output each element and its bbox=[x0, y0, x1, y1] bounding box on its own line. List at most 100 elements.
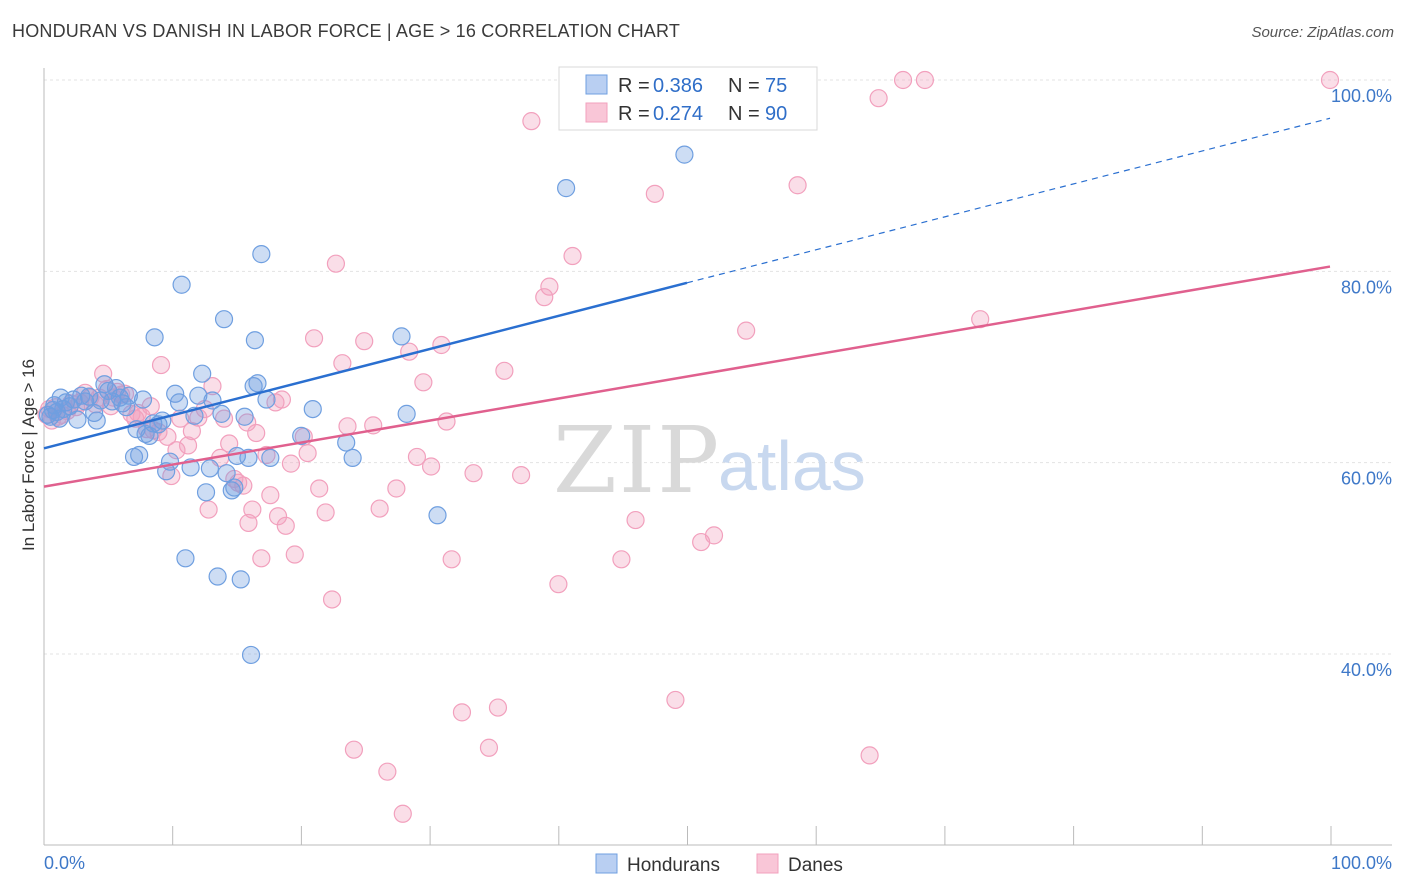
y-tick-label: 100.0% bbox=[1331, 86, 1392, 106]
hondurans-point bbox=[675, 145, 694, 164]
danes-point bbox=[645, 184, 664, 203]
hondurans-point bbox=[87, 411, 106, 430]
danes-point bbox=[268, 507, 288, 526]
hondurans-point bbox=[176, 549, 195, 568]
danes-point bbox=[540, 277, 559, 296]
hondurans-point bbox=[79, 387, 99, 406]
danes-point bbox=[214, 409, 234, 428]
danes-point bbox=[421, 457, 441, 476]
danes-point bbox=[298, 444, 317, 463]
danes-point bbox=[344, 740, 364, 759]
legend-swatch-danes bbox=[756, 853, 779, 874]
hondurans-point bbox=[212, 404, 231, 423]
hondurans-point bbox=[392, 327, 411, 346]
danes-point bbox=[151, 355, 171, 375]
hondurans-point bbox=[343, 448, 362, 467]
danes-point bbox=[414, 373, 433, 392]
hondurans-point bbox=[117, 398, 136, 417]
y-axis-title: In Labor Force | Age > 16 bbox=[19, 359, 38, 551]
danes-point bbox=[247, 423, 266, 443]
hondurans-point bbox=[557, 179, 576, 198]
danes-point bbox=[860, 746, 879, 765]
danes-point bbox=[893, 70, 913, 90]
hondurans-point bbox=[119, 386, 138, 405]
danes-point bbox=[488, 698, 508, 717]
chart-source: Source: ZipAtlas.com bbox=[1251, 24, 1394, 41]
hondurans-r-value: 0.386 bbox=[653, 75, 703, 97]
hondurans-point bbox=[166, 384, 185, 403]
chart-title: HONDURAN VS DANISH IN LABOR FORCE | AGE … bbox=[12, 21, 681, 41]
danes-n-label: N = bbox=[728, 103, 760, 125]
danes-point bbox=[869, 89, 888, 108]
hondurans-point bbox=[133, 390, 153, 409]
danes-point bbox=[234, 476, 253, 495]
danes-point bbox=[549, 575, 568, 594]
hondurans-point bbox=[239, 448, 258, 467]
hondurans-point bbox=[231, 570, 250, 589]
hondurans-point bbox=[208, 567, 227, 586]
hondurans-n-label: N = bbox=[728, 75, 760, 97]
hondurans-point bbox=[196, 483, 216, 502]
trend-lines bbox=[43, 117, 1331, 488]
danes-point bbox=[535, 288, 554, 307]
hondurans-point bbox=[225, 478, 244, 497]
series-legend: Hondurans Danes bbox=[595, 853, 843, 876]
danes-point bbox=[167, 441, 186, 460]
danes-r-value: 0.274 bbox=[653, 103, 703, 125]
hondurans-point bbox=[428, 506, 447, 525]
danes-point bbox=[316, 503, 335, 522]
hondurans-point bbox=[235, 407, 254, 426]
danes-point bbox=[378, 762, 397, 781]
y-tick-label: 80.0% bbox=[1341, 277, 1392, 297]
danes-point bbox=[442, 550, 461, 569]
watermark: ZIP atlas bbox=[553, 407, 866, 514]
danes-point bbox=[522, 112, 541, 131]
danes-legend-swatch bbox=[585, 102, 608, 123]
hondurans-points bbox=[38, 145, 694, 665]
danes-point bbox=[252, 549, 271, 568]
y-tick-label: 40.0% bbox=[1341, 660, 1392, 680]
danes-point bbox=[304, 329, 324, 348]
hondurans-legend-swatch bbox=[585, 74, 608, 95]
danes-trend-line bbox=[43, 265, 1331, 488]
hondurans-point bbox=[261, 448, 280, 467]
hondurans-point bbox=[222, 481, 241, 500]
hondurans-point bbox=[303, 399, 322, 419]
danes-point bbox=[612, 550, 631, 569]
danes-point bbox=[261, 486, 280, 505]
legend-swatch-hondurans bbox=[595, 853, 618, 874]
watermark-zip: ZIP bbox=[553, 407, 721, 514]
danes-point bbox=[322, 590, 342, 609]
x-tick-label-min: 0.0% bbox=[44, 853, 85, 873]
danes-point bbox=[199, 500, 218, 519]
legend-label-hondurans: Hondurans bbox=[627, 855, 720, 876]
danes-n-value: 90 bbox=[765, 103, 787, 125]
hondurans-point bbox=[68, 410, 87, 429]
danes-point bbox=[563, 246, 582, 266]
danes-point bbox=[203, 377, 222, 396]
legend-label-danes: Danes bbox=[788, 855, 843, 876]
hondurans-point bbox=[189, 386, 208, 405]
hondurans-point bbox=[245, 331, 265, 350]
danes-point bbox=[495, 361, 514, 380]
danes-point bbox=[158, 427, 177, 446]
hondurans-point bbox=[169, 393, 189, 412]
danes-point bbox=[737, 321, 756, 340]
danes-point bbox=[338, 417, 357, 436]
danes-point bbox=[704, 526, 724, 545]
axes bbox=[43, 68, 1392, 846]
hondurans-trend-extension bbox=[686, 117, 1331, 284]
danes-point bbox=[626, 510, 645, 530]
hondurans-point bbox=[217, 464, 236, 483]
x-axis-ticks bbox=[43, 826, 1332, 845]
danes-point bbox=[285, 545, 304, 564]
hondurans-point bbox=[193, 364, 212, 383]
danes-point bbox=[915, 70, 935, 90]
hondurans-point bbox=[214, 310, 234, 329]
hondurans-point bbox=[252, 245, 271, 264]
danes-point bbox=[666, 690, 685, 710]
hondurans-trend-line bbox=[43, 281, 688, 450]
y-tick-labels: 40.0% 60.0% 80.0% 100.0% bbox=[1331, 86, 1392, 680]
danes-point bbox=[387, 479, 406, 498]
